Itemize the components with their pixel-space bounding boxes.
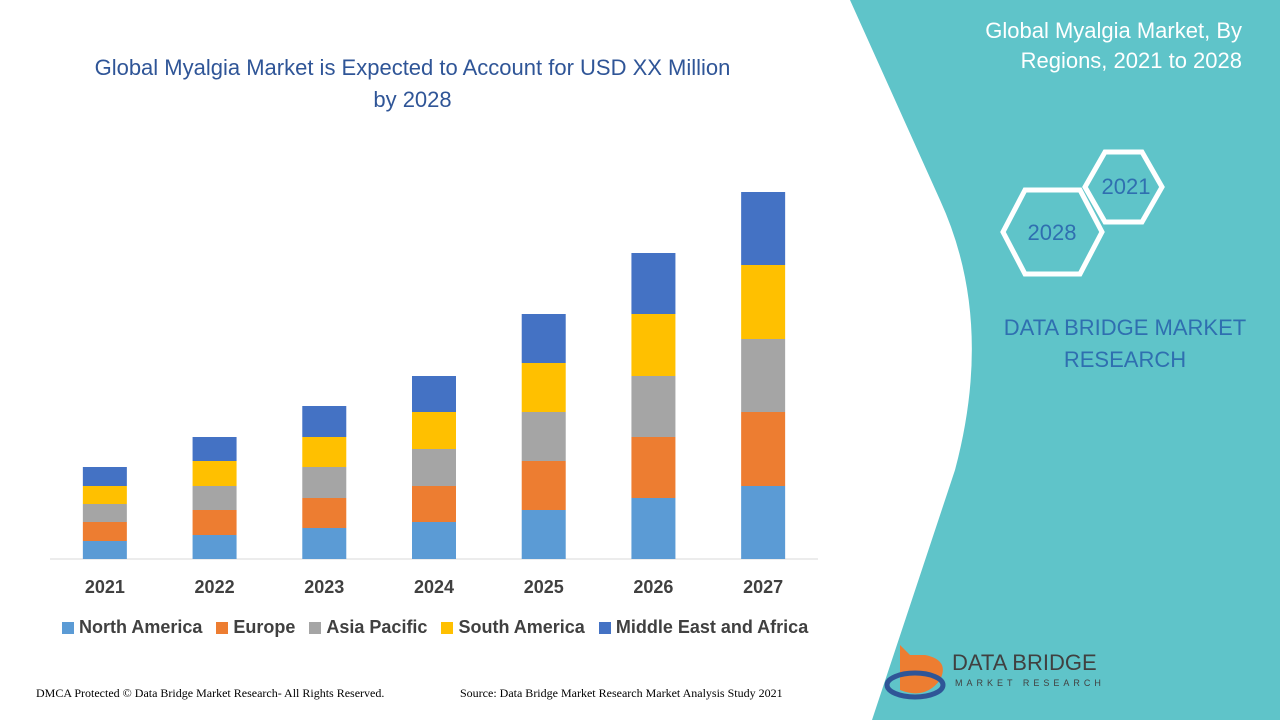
bar-segment xyxy=(631,376,676,437)
chart-title: Global Myalgia Market is Expected to Acc… xyxy=(94,55,731,112)
bar-segment xyxy=(82,522,127,541)
legend-label: South America xyxy=(458,617,585,637)
logo-icon xyxy=(884,670,946,700)
bar-segment xyxy=(631,437,676,498)
bar-segment xyxy=(192,461,237,486)
legend-label: Asia Pacific xyxy=(326,617,428,637)
bar-segment xyxy=(521,510,566,559)
bar-segment xyxy=(412,486,456,522)
x-tick-label: 2023 xyxy=(304,577,344,597)
logo-tagline: MARKET RESEARCH xyxy=(955,678,1105,688)
bar-segment xyxy=(741,486,786,559)
legend-item: Middle East and Africa xyxy=(598,617,809,638)
bar-segment xyxy=(192,437,237,461)
bar-segment xyxy=(302,406,347,437)
bar-segment xyxy=(192,510,237,535)
bar-segment xyxy=(631,314,676,376)
legend-item: Europe xyxy=(216,617,295,638)
hex-label: 2028 xyxy=(1028,220,1077,245)
bar-segment xyxy=(412,412,456,449)
bar-segment xyxy=(521,363,566,412)
logo-name: DATA BRIDGE xyxy=(952,650,1097,675)
bar-segment xyxy=(631,498,676,559)
footer-right: Source: Data Bridge Market Research Mark… xyxy=(460,686,783,700)
bar-segment xyxy=(82,504,127,522)
hexagon xyxy=(1000,187,1105,277)
brand: DATA BRIDGE MARKET RESEARCH xyxy=(1003,315,1247,372)
plot: 2021 2022 2023 2024 2025 2026 2027 xyxy=(82,192,786,597)
legend-swatch xyxy=(441,621,454,634)
bar-segment xyxy=(82,467,127,486)
legend-item: North America xyxy=(62,617,202,638)
bar-segment xyxy=(521,412,566,461)
legend-swatch xyxy=(309,621,322,634)
x-tick-label: 2024 xyxy=(414,577,454,597)
legend-swatch xyxy=(216,621,229,634)
hex-label: 2021 xyxy=(1102,174,1151,199)
bar-segment xyxy=(521,461,566,510)
bar-segment xyxy=(192,486,237,510)
bar-segment xyxy=(521,314,566,363)
legend-swatch xyxy=(598,621,611,634)
bar-segment xyxy=(192,535,237,559)
bar-segment xyxy=(631,253,676,314)
logo-icon xyxy=(900,645,943,694)
bar-segment xyxy=(302,498,347,528)
x-tick-label: 2026 xyxy=(633,577,673,597)
legend-label: Europe xyxy=(233,617,296,637)
bar-segment xyxy=(82,541,127,559)
bar-segment xyxy=(412,376,456,412)
bar-segment xyxy=(82,486,127,504)
bar-segment xyxy=(412,522,456,559)
bar-segment xyxy=(741,265,786,339)
legend-swatch xyxy=(62,621,74,634)
bar-segment xyxy=(741,192,786,265)
bar-segment xyxy=(741,412,786,486)
bar-segment xyxy=(412,449,456,486)
bar-segment xyxy=(302,437,347,467)
x-tick-label: 2027 xyxy=(743,577,783,597)
footer-left: DMCA Protected © Data Bridge Market Rese… xyxy=(36,686,385,700)
side-panel xyxy=(850,0,1280,720)
legend: North America Europe Asia Pacific South Ame… xyxy=(62,617,808,638)
bar-segment xyxy=(302,528,347,559)
legend-label: Middle East and Africa xyxy=(615,617,809,637)
x-tick-label: 2025 xyxy=(524,577,564,597)
bar-segment xyxy=(741,339,786,412)
legend-item: South America xyxy=(441,617,585,638)
legend-label: North America xyxy=(79,617,203,637)
hexagon xyxy=(1082,149,1165,225)
x-tick-label: 2021 xyxy=(85,577,125,597)
bar-segment xyxy=(302,467,347,498)
legend-item: Asia Pacific xyxy=(309,617,427,638)
panel-title: Global Myalgia Market, By Regions, 2021 … xyxy=(985,18,1242,73)
x-tick-label: 2022 xyxy=(195,577,235,597)
